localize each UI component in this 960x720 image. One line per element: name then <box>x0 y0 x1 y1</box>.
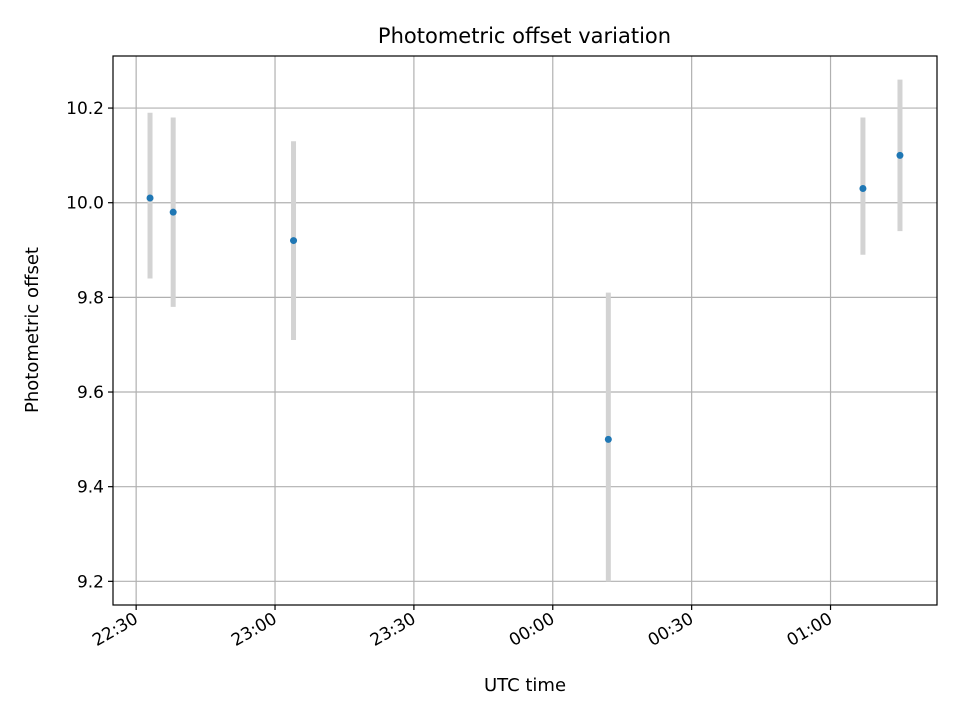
y-tick-label: 9.6 <box>77 383 104 403</box>
y-tick-label: 9.8 <box>77 288 104 308</box>
data-point <box>290 237 298 245</box>
x-tick-label: 23:00 <box>228 609 280 651</box>
data-point <box>859 185 867 193</box>
plot-frame <box>112 55 938 606</box>
chart-title: Photometric offset variation <box>378 24 671 48</box>
data-point <box>604 435 612 443</box>
y-axis-title: Photometric offset <box>22 247 43 413</box>
y-tick-label: 9.2 <box>77 572 104 592</box>
error-bars <box>147 79 903 582</box>
x-axis-ticks: 22:30 23:00 23:30 00:00 00:30 01:00 <box>89 605 836 651</box>
x-tick-label: 01:00 <box>784 609 836 651</box>
x-axis-title: UTC time <box>484 675 566 696</box>
y-tick-label: 10.2 <box>66 99 104 119</box>
x-tick-label: 22:30 <box>89 609 141 651</box>
y-tick-label: 10.0 <box>66 194 104 214</box>
data-points <box>146 151 904 443</box>
grid <box>113 56 937 605</box>
data-point <box>169 208 177 216</box>
x-tick-label: 23:30 <box>367 609 419 651</box>
x-tick-label: 00:00 <box>506 609 558 651</box>
y-tick-label: 9.4 <box>77 478 104 498</box>
data-point <box>146 194 154 202</box>
data-point <box>896 151 904 159</box>
y-axis-ticks: 9.2 9.4 9.6 9.8 10.0 10.2 <box>66 99 113 592</box>
x-tick-label: 00:30 <box>645 609 697 651</box>
